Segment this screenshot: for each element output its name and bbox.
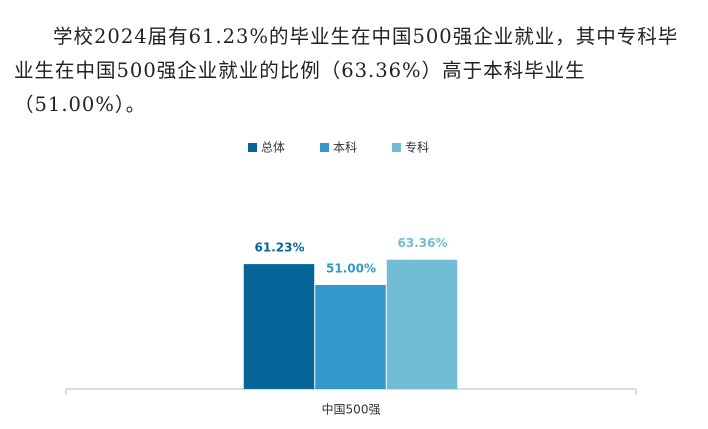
bar <box>315 284 386 389</box>
legend-swatch <box>320 143 329 152</box>
bar <box>386 259 458 389</box>
x-tick-label: 中国500强 <box>322 402 381 417</box>
data-label: 61.23% <box>255 241 305 255</box>
data-label: 51.00% <box>326 261 376 275</box>
legend-label: 本科 <box>333 141 357 155</box>
paragraph: 学校2024届有61.23%的毕业生在中国500强企业就业，其中专科毕业生在中国… <box>14 25 679 116</box>
legend-swatch <box>248 143 257 152</box>
legend-label: 总体 <box>261 141 285 155</box>
legend-label: 专科 <box>405 140 429 155</box>
bar <box>243 264 315 389</box>
legend-swatch <box>392 143 401 152</box>
data-label: 63.36% <box>398 236 448 250</box>
